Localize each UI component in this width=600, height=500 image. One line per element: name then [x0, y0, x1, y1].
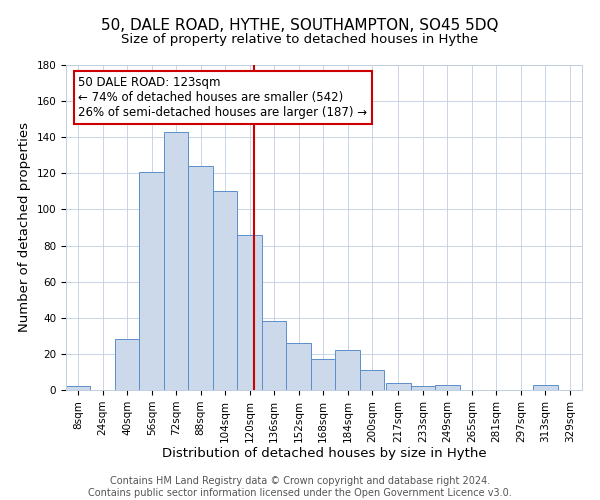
X-axis label: Distribution of detached houses by size in Hythe: Distribution of detached houses by size … — [161, 448, 487, 460]
Text: Size of property relative to detached houses in Hythe: Size of property relative to detached ho… — [121, 32, 479, 46]
Bar — [188, 166, 213, 390]
Text: Contains HM Land Registry data © Crown copyright and database right 2024.: Contains HM Land Registry data © Crown c… — [110, 476, 490, 486]
Bar — [139, 172, 164, 390]
Bar — [286, 343, 311, 390]
Text: 50, DALE ROAD, HYTHE, SOUTHAMPTON, SO45 5DQ: 50, DALE ROAD, HYTHE, SOUTHAMPTON, SO45 … — [101, 18, 499, 32]
Text: 50 DALE ROAD: 123sqm
← 74% of detached houses are smaller (542)
26% of semi-deta: 50 DALE ROAD: 123sqm ← 74% of detached h… — [78, 76, 367, 119]
Bar — [533, 384, 557, 390]
Text: Contains public sector information licensed under the Open Government Licence v3: Contains public sector information licen… — [88, 488, 512, 498]
Y-axis label: Number of detached properties: Number of detached properties — [18, 122, 31, 332]
Bar — [66, 386, 91, 390]
Bar — [410, 386, 435, 390]
Bar — [262, 322, 286, 390]
Bar — [435, 384, 460, 390]
Bar — [213, 192, 238, 390]
Bar — [335, 350, 360, 390]
Bar — [115, 340, 139, 390]
Bar — [386, 383, 410, 390]
Bar — [164, 132, 188, 390]
Bar — [311, 360, 335, 390]
Bar — [360, 370, 385, 390]
Bar — [238, 234, 262, 390]
